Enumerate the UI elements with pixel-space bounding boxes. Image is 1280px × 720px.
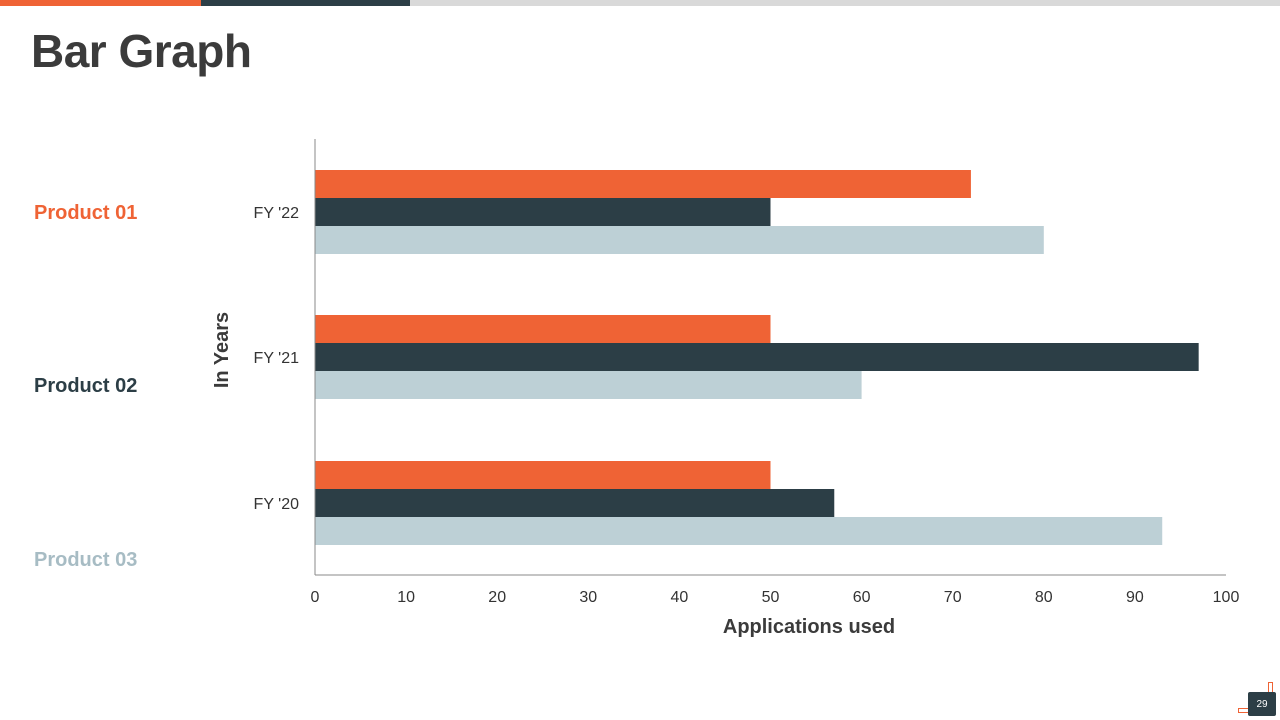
x-tick-label: 0 <box>311 589 320 606</box>
bar-2-3 <box>315 489 835 517</box>
legend-item-product-01: Product 01 <box>34 202 138 224</box>
bar-1-1 <box>315 170 971 198</box>
top-accent-strip-gray <box>410 0 1280 6</box>
x-tick-label: 20 <box>488 589 506 606</box>
bar-1-3 <box>315 461 771 489</box>
legend-item-product-02: Product 02 <box>34 375 138 397</box>
x-tick-label: 70 <box>944 589 962 606</box>
bar-3-1 <box>315 226 1044 254</box>
top-accent-strip-orange <box>0 0 201 6</box>
page-badge-decoration <box>1238 708 1249 713</box>
x-axis-title: Applications used <box>723 616 895 638</box>
bars-group <box>315 170 1199 545</box>
y-category-label: FY '21 <box>254 350 300 367</box>
bar-2-2 <box>315 343 1199 371</box>
bar-3-2 <box>315 371 862 399</box>
x-tick-label: 30 <box>579 589 597 606</box>
bar-2-1 <box>315 198 771 226</box>
bar-3-3 <box>315 517 1163 545</box>
page-number-badge: 29 <box>1248 692 1276 716</box>
x-tick-label: 80 <box>1035 589 1053 606</box>
x-tick-labels: 0 10 20 30 40 50 60 70 80 90 100 <box>311 589 1240 606</box>
x-tick-label: 60 <box>853 589 871 606</box>
y-category-label: FY '20 <box>254 496 300 513</box>
x-tick-label: 40 <box>671 589 689 606</box>
x-tick-label: 90 <box>1126 589 1144 606</box>
x-tick-label: 10 <box>397 589 415 606</box>
top-accent-strip-dark <box>201 0 410 6</box>
y-axis-title: In Years <box>211 312 233 388</box>
page-title: Bar Graph <box>31 25 252 77</box>
page-badge-decoration <box>1268 682 1273 693</box>
x-tick-label: 50 <box>762 589 780 606</box>
x-tick-label: 100 <box>1213 589 1240 606</box>
bar-1-2 <box>315 315 771 343</box>
legend-item-product-03: Product 03 <box>34 549 138 571</box>
y-category-labels: FY '22 FY '21 FY '20 <box>254 205 300 513</box>
y-category-label: FY '22 <box>254 205 300 222</box>
